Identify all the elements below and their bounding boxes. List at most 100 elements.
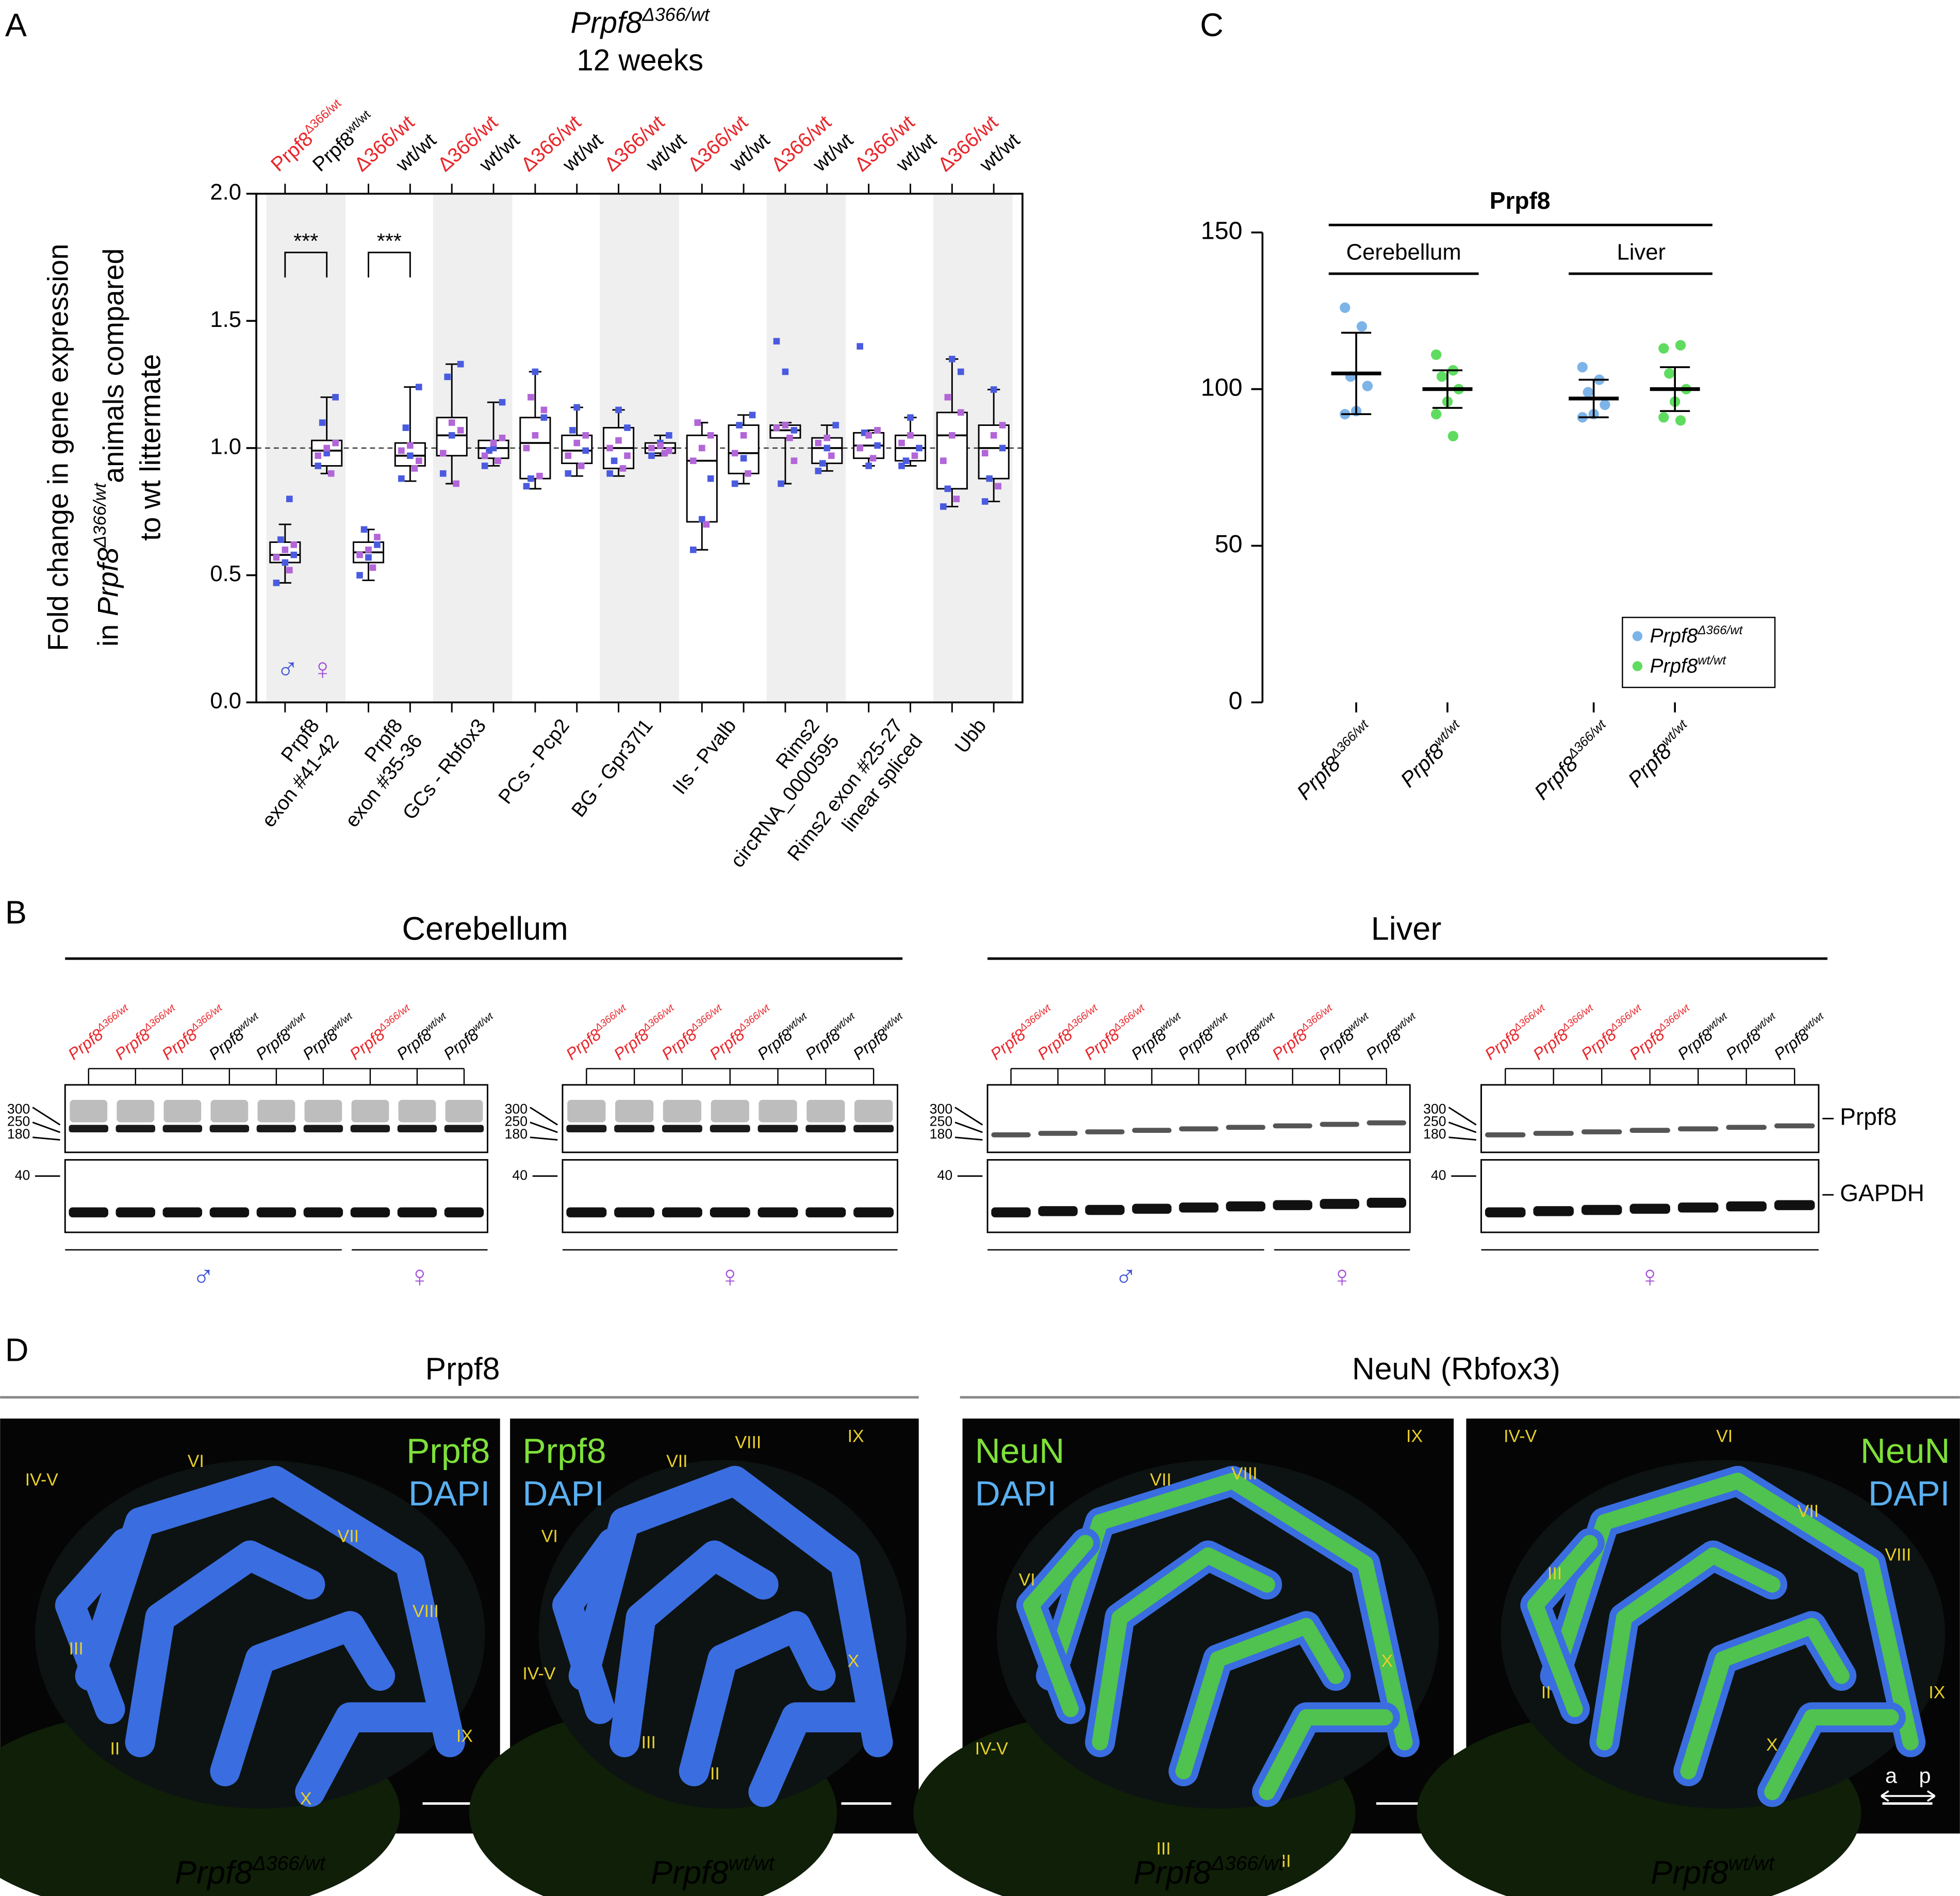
text-sup: Δ366/wt [90, 483, 110, 548]
folium [295, 1702, 446, 1807]
sex-symbol: ♀ [311, 652, 334, 686]
data-point [273, 554, 280, 561]
data-point [957, 368, 964, 375]
data-point [439, 470, 447, 477]
band-label: GAPDH [1840, 1179, 1924, 1206]
band-prpf8 [69, 1125, 108, 1133]
data-point [356, 572, 363, 579]
marker-line [32, 1122, 61, 1133]
band-prpf8 [256, 1125, 297, 1133]
data-point [528, 394, 534, 401]
band-gapdh [710, 1207, 750, 1217]
data-point [1340, 302, 1350, 313]
marker-label: 180 [1423, 1126, 1446, 1142]
y-tick-label: 0 [1229, 687, 1243, 715]
text-sup: wt/wt [1698, 654, 1726, 668]
box [936, 411, 968, 490]
data-point [1664, 368, 1675, 379]
data-point [315, 463, 322, 469]
marker-label: 250 [1423, 1114, 1446, 1129]
data-point [916, 444, 923, 452]
data-point [986, 475, 993, 482]
folium [55, 1528, 140, 1724]
data-point [319, 419, 326, 426]
sex-symbol: ♀ [1639, 1260, 1661, 1293]
y-tick-label: 50 [1215, 530, 1243, 558]
data-point [907, 414, 914, 421]
image-caption: Prpf8wt/wt [651, 1853, 776, 1891]
panel-letter: A [5, 7, 27, 43]
text-sup: wt/wt [729, 1853, 776, 1875]
data-point [290, 541, 298, 548]
data-point [981, 498, 989, 505]
data-point [874, 442, 881, 449]
data-point [565, 470, 572, 477]
band-prpf8 [991, 1132, 1031, 1137]
data-point [273, 580, 280, 586]
orientation-arrow [1881, 1790, 1936, 1802]
data-point [398, 475, 405, 482]
data-point [277, 536, 284, 543]
lobule-label: III [1547, 1564, 1562, 1584]
data-point [778, 480, 784, 487]
chart-subtitle: 12 weeks [577, 44, 703, 77]
text-main: Prpf8 [571, 6, 643, 40]
data-point [990, 432, 997, 439]
band-smear [117, 1099, 155, 1123]
data-point [540, 414, 548, 421]
lobule-label: II [710, 1764, 720, 1784]
lobule-label: VIII [735, 1433, 761, 1453]
data-point [611, 457, 618, 464]
band-gapdh [1581, 1205, 1622, 1215]
lobule-label: X [1381, 1652, 1393, 1671]
band-gapdh [1677, 1202, 1719, 1213]
lobule-label: IV-V [25, 1470, 58, 1490]
folium-neun [1764, 1709, 1899, 1801]
data-point [707, 475, 714, 482]
data-point [786, 434, 793, 441]
data-point [565, 452, 572, 459]
data-point [374, 534, 381, 540]
marker-label: 180 [505, 1126, 528, 1142]
data-point [606, 444, 613, 452]
data-point [1436, 371, 1447, 382]
data-point [790, 457, 798, 464]
band-smear [615, 1099, 654, 1123]
band-prpf8 [1629, 1128, 1670, 1133]
image-caption: Prpf8Δ366/wt [175, 1853, 326, 1891]
data-point [949, 356, 956, 362]
data-point [573, 439, 581, 447]
folium-neun [1043, 1473, 1413, 1751]
band-gapdh [1132, 1203, 1172, 1214]
band-gapdh [1320, 1199, 1359, 1209]
band-gapdh [303, 1207, 343, 1217]
data-point [940, 457, 947, 464]
data-point [407, 442, 414, 449]
data-point [694, 419, 701, 426]
data-point [448, 419, 455, 426]
data-point [282, 546, 289, 553]
panel-letter: B [5, 895, 27, 931]
data-point [532, 432, 539, 439]
data-point [582, 447, 589, 454]
lobule-label: X [848, 1652, 860, 1671]
band-prpf8 [614, 1125, 655, 1133]
folium [679, 1611, 836, 1787]
marker-line [954, 1136, 983, 1141]
significance-label: *** [293, 229, 318, 253]
data-point [327, 470, 335, 477]
data-point [1583, 387, 1593, 398]
band-smear [759, 1099, 797, 1123]
marker-label: 250 [7, 1114, 30, 1129]
data-point [615, 406, 622, 414]
data-point [290, 551, 298, 558]
sex-symbol: ♀ [408, 1260, 431, 1293]
band-smear [304, 1099, 342, 1123]
band-prpf8 [350, 1125, 390, 1133]
stain-label: DAPI [1868, 1474, 1950, 1513]
data-point [540, 406, 548, 414]
band-gapdh [614, 1207, 655, 1217]
text-main: Prpf8 [175, 1854, 253, 1890]
data-point [703, 521, 710, 528]
